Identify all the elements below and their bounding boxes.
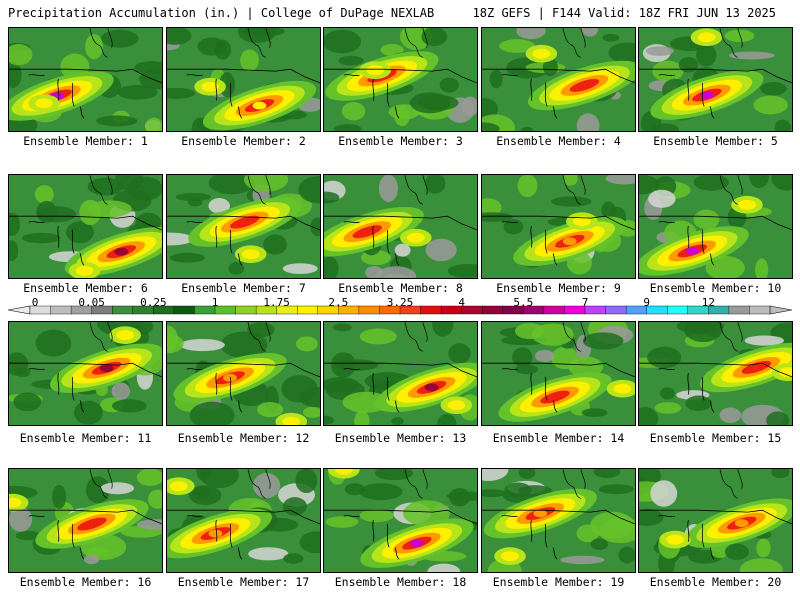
member-map-panel [481,321,636,426]
chart-title: Precipitation Accumulation (in.) | Colle… [8,6,435,20]
member-map-panel [481,27,636,132]
member-map-panel [638,174,793,279]
colorbar-segment [112,305,134,315]
member-map-panel [638,468,793,573]
member-caption: Ensemble Member: 3 [338,134,463,148]
member-map-panel [481,174,636,279]
member-map [9,28,162,131]
member-map [167,28,320,131]
colorbar-min-arrow [8,305,31,315]
colorbar-tick-label: 0.05 [78,296,105,309]
colorbar-tick-label: 1.75 [263,296,290,309]
member-map [639,28,792,131]
colorbar-tick-label: 5.5 [513,296,534,309]
colorbar-segment [420,305,442,315]
member-map [482,469,635,572]
member-caption: Ensemble Member: 15 [649,431,782,445]
colorbar-segment [50,305,72,315]
colorbar-tick-label: 0 [31,296,39,309]
member-map-panel [8,321,163,426]
member-caption: Ensemble Member: 8 [338,281,463,295]
colorbar-segment [605,305,627,315]
colorbar-tick-label: 3.25 [386,296,414,309]
member-caption: Ensemble Member: 9 [496,281,621,295]
member-map [9,175,162,278]
member-caption: Ensemble Member: 18 [334,575,467,589]
member-map [324,322,477,425]
member-map-panel [8,174,163,279]
member-map [167,469,320,572]
colorbar-tick-label: 1 [211,296,219,309]
member-caption: Ensemble Member: 10 [649,281,782,295]
member-map-panel [323,321,478,426]
colorbar-segment [667,305,689,315]
member-map [639,469,792,572]
member-map [639,175,792,278]
member-caption: Ensemble Member: 16 [19,575,152,589]
member-map-panel [323,174,478,279]
colorbar-tick-label: 7 [581,296,589,309]
member-map-panel [638,27,793,132]
colorbar-segment [749,305,771,315]
member-map-panel [323,468,478,573]
colorbar-tick-label: 9 [643,296,650,309]
member-caption: Ensemble Member: 11 [19,431,152,445]
colorbar-segment [728,305,750,315]
member-caption: Ensemble Member: 20 [649,575,782,589]
member-caption: Ensemble Member: 19 [492,575,625,589]
member-map [482,322,635,425]
member-map [324,175,477,278]
member-map-panel [166,27,321,132]
colorbar-segment [482,305,504,315]
member-map-panel [8,27,163,132]
member-caption: Ensemble Member: 6 [23,281,148,295]
member-caption: Ensemble Member: 13 [334,431,467,445]
colorbar-tick-label: 2.5 [328,296,349,309]
member-map-panel [166,174,321,279]
member-caption: Ensemble Member: 12 [177,431,310,445]
member-map-panel [166,468,321,573]
member-caption: Ensemble Member: 1 [23,134,148,148]
member-map [9,322,162,425]
member-map [9,469,162,572]
member-map-panel [638,321,793,426]
colorbar-tick-label: 12 [701,296,715,309]
colorbar-segment [173,305,195,315]
member-map [167,175,320,278]
member-map-panel [166,321,321,426]
colorbar-tick-label: 0.25 [140,296,167,309]
member-map [324,28,477,131]
member-map [324,469,477,572]
model-run-info: 18Z GEFS | F144 Valid: 18Z FRI JUN 13 20… [472,6,776,20]
member-caption: Ensemble Member: 17 [177,575,310,589]
member-map-panel [323,27,478,132]
member-caption: Ensemble Member: 2 [181,134,306,148]
colorbar-segment [235,305,257,315]
colorbar-max-arrow [769,305,792,315]
member-map [167,322,320,425]
member-caption: Ensemble Member: 5 [653,134,778,148]
member-caption: Ensemble Member: 14 [492,431,625,445]
member-map [482,175,635,278]
colorbar-segment [358,305,380,315]
member-map-panel [481,468,636,573]
member-map [639,322,792,425]
colorbar-tick-label: 4 [458,296,465,309]
precipitation-colorbar [8,305,792,315]
member-caption: Ensemble Member: 4 [496,134,621,148]
member-caption: Ensemble Member: 7 [181,281,306,295]
colorbar-segment [297,305,319,315]
member-map-panel [8,468,163,573]
colorbar-segment [543,305,565,315]
member-map [482,28,635,131]
